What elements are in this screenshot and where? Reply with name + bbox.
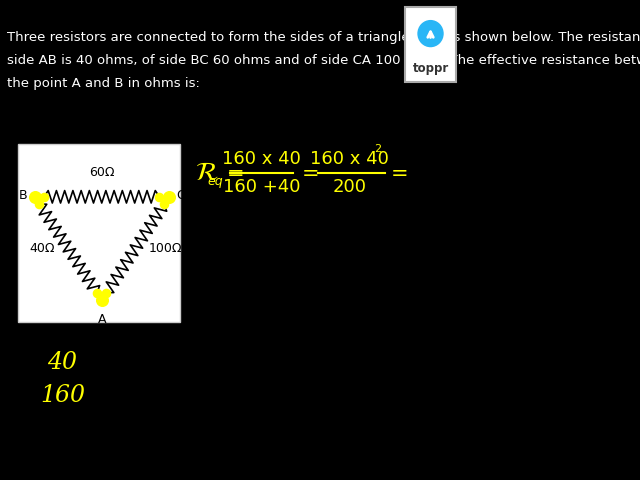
Point — [35, 200, 45, 208]
Point — [97, 296, 107, 304]
Point — [29, 193, 40, 201]
Text: 40: 40 — [47, 351, 77, 374]
Text: 100Ω: 100Ω — [148, 242, 182, 255]
Text: A: A — [97, 313, 106, 326]
Circle shape — [418, 21, 443, 47]
Text: 160 x 40: 160 x 40 — [222, 150, 301, 168]
Text: =: = — [227, 164, 244, 184]
Point — [92, 289, 102, 297]
Bar — [404, 7, 456, 82]
Text: =: = — [301, 164, 319, 184]
Text: 40Ω: 40Ω — [30, 242, 55, 255]
Text: 200: 200 — [332, 178, 366, 196]
Text: 2: 2 — [374, 144, 381, 154]
Text: C: C — [176, 189, 185, 203]
Point — [164, 193, 174, 201]
Text: 60Ω: 60Ω — [89, 166, 115, 179]
Text: 160: 160 — [40, 384, 85, 408]
Point — [39, 193, 49, 201]
Text: the point A and B in ohms is:: the point A and B in ohms is: — [7, 77, 200, 90]
Point — [159, 200, 169, 208]
Text: 160 x 40: 160 x 40 — [310, 150, 388, 168]
Point — [101, 289, 111, 297]
Text: toppr: toppr — [412, 61, 449, 75]
Text: side AB is 40 ohms, of side BC 60 ohms and of side CA 100 ohms. The effective re: side AB is 40 ohms, of side BC 60 ohms a… — [7, 54, 640, 67]
Text: B: B — [19, 189, 28, 203]
Text: Three resistors are connected to form the sides of a triangle ABC as shown below: Three resistors are connected to form th… — [7, 31, 640, 44]
Text: $\mathcal{R}$: $\mathcal{R}$ — [195, 160, 219, 186]
Text: 160 +40: 160 +40 — [223, 178, 300, 196]
Text: eq: eq — [207, 175, 223, 188]
Point — [154, 193, 164, 201]
Bar — [19, 144, 180, 322]
Text: =: = — [391, 164, 408, 184]
